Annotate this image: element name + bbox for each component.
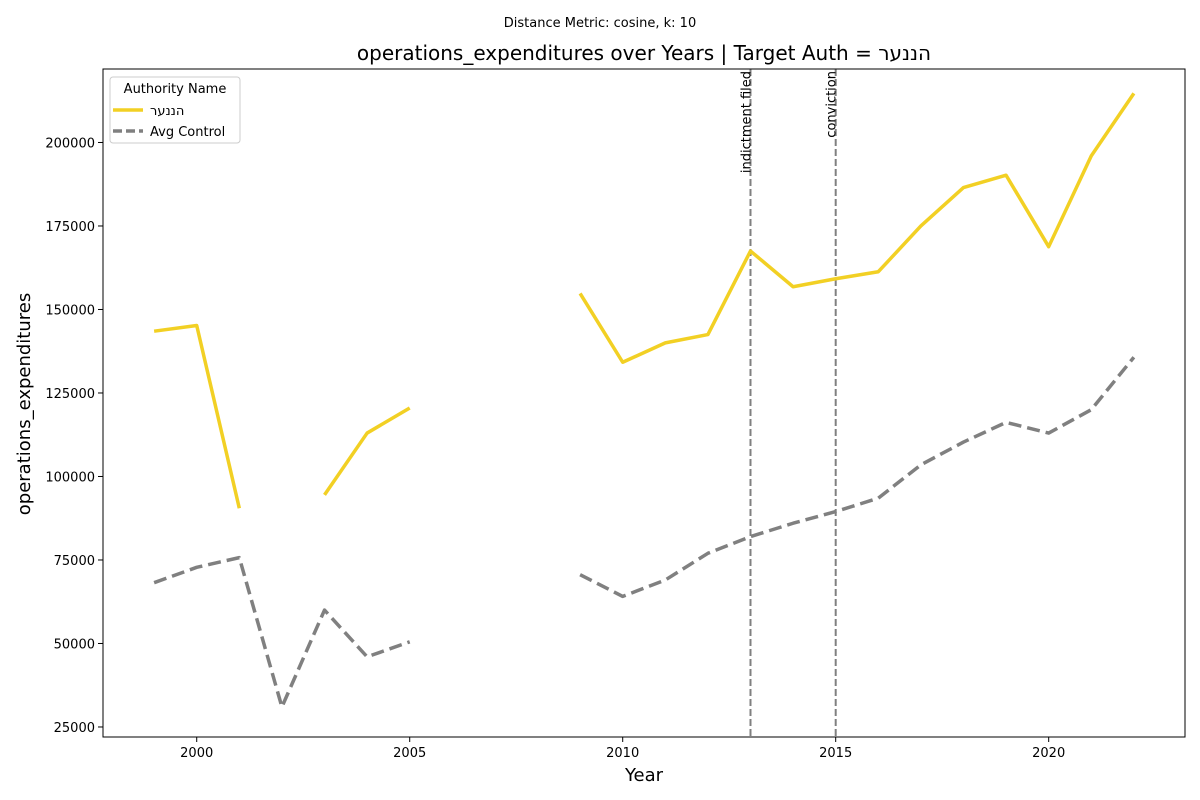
x-tick-label-3: 2015	[819, 746, 852, 761]
series-1-segment-0	[153, 555, 411, 709]
series-0-segment-0	[153, 323, 242, 509]
legend: Authority Name הננער Avg Control	[109, 76, 241, 144]
legend-label-0: הננער	[150, 104, 184, 119]
axes-ticks: 2000 2005 2010 2015 2020 25000 50000 75000 10000…	[45, 136, 1065, 761]
series-0-segment-1	[323, 406, 411, 496]
y-tick-label-5: 150000	[45, 303, 95, 318]
y-tick-label-2: 75000	[54, 554, 95, 569]
x-tick-label-0: 2000	[180, 746, 213, 761]
series-0-segment-2	[578, 92, 1136, 365]
y-tick-label-1: 50000	[54, 637, 95, 652]
x-tick-label-4: 2020	[1032, 746, 1065, 761]
plot-frame	[102, 68, 1186, 738]
x-tick-label-2: 2010	[606, 746, 639, 761]
y-tick-label-7: 200000	[45, 136, 95, 151]
vline-label-0: indictment filed	[739, 71, 754, 173]
x-axis-label: Year	[624, 765, 664, 786]
y-tick-label-4: 125000	[45, 387, 95, 402]
chart-title: operations_expenditures over Years | Tar…	[357, 41, 931, 65]
series-1-segment-1	[579, 356, 1136, 599]
y-axis-label: operations_expenditures	[14, 293, 35, 515]
plot-area: indictment filed conviction	[153, 69, 1136, 737]
y-tick-label-6: 175000	[45, 220, 95, 235]
chart-suptitle: Distance Metric: cosine, k: 10	[504, 16, 696, 31]
legend-title: Authority Name	[124, 82, 227, 97]
legend-box	[109, 76, 241, 144]
y-tick-label-3: 100000	[45, 470, 95, 485]
legend-label-1: Avg Control	[150, 125, 225, 140]
x-tick-label-1: 2005	[393, 746, 426, 761]
vline-label-1: conviction	[825, 71, 840, 138]
y-tick-label-0: 25000	[54, 721, 95, 736]
